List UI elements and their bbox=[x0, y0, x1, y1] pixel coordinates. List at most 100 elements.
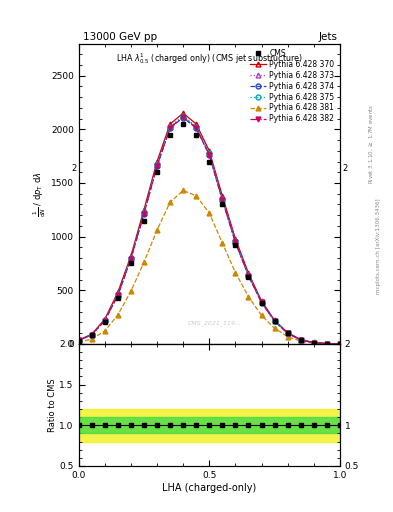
Pythia 6.428 370 bbox=[194, 121, 198, 127]
Pythia 6.428 374 bbox=[181, 115, 185, 121]
Pythia 6.428 375 bbox=[129, 254, 133, 261]
Pythia 6.428 381 bbox=[89, 336, 94, 342]
Pythia 6.428 381 bbox=[181, 187, 185, 194]
Pythia 6.428 373 bbox=[116, 291, 120, 297]
Pythia 6.428 375 bbox=[194, 123, 198, 130]
Line: Pythia 6.428 370: Pythia 6.428 370 bbox=[76, 111, 342, 346]
Text: 13000 GeV pp: 13000 GeV pp bbox=[83, 32, 157, 42]
Pythia 6.428 382 bbox=[116, 292, 120, 298]
Pythia 6.428 373 bbox=[298, 337, 303, 343]
Pythia 6.428 382 bbox=[76, 337, 81, 344]
Pythia 6.428 382 bbox=[298, 337, 303, 343]
Pythia 6.428 370 bbox=[155, 158, 160, 164]
Line: Pythia 6.428 374: Pythia 6.428 374 bbox=[76, 115, 342, 346]
CMS bbox=[181, 121, 185, 127]
Pythia 6.428 374 bbox=[76, 337, 81, 344]
Pythia 6.428 373 bbox=[272, 318, 277, 324]
Pythia 6.428 374 bbox=[155, 163, 160, 169]
Pythia 6.428 374 bbox=[246, 273, 251, 279]
Pythia 6.428 381 bbox=[246, 293, 251, 300]
Pythia 6.428 381 bbox=[325, 340, 329, 347]
Pythia 6.428 375 bbox=[259, 299, 264, 305]
Pythia 6.428 373 bbox=[325, 340, 329, 347]
Pythia 6.428 370 bbox=[129, 253, 133, 259]
Line: Pythia 6.428 375: Pythia 6.428 375 bbox=[76, 114, 342, 346]
Pythia 6.428 381 bbox=[129, 288, 133, 294]
Pythia 6.428 373 bbox=[194, 124, 198, 130]
Pythia 6.428 370 bbox=[181, 110, 185, 116]
Pythia 6.428 370 bbox=[233, 236, 238, 242]
Pythia 6.428 381 bbox=[298, 338, 303, 344]
Pythia 6.428 375 bbox=[338, 341, 342, 347]
Pythia 6.428 375 bbox=[272, 318, 277, 324]
CMS bbox=[259, 300, 264, 306]
CMS bbox=[155, 169, 160, 175]
Pythia 6.428 375 bbox=[103, 317, 107, 323]
Pythia 6.428 373 bbox=[338, 341, 342, 347]
Line: CMS: CMS bbox=[77, 122, 342, 346]
Pythia 6.428 374 bbox=[116, 292, 120, 298]
Pythia 6.428 382 bbox=[325, 340, 329, 347]
Pythia 6.428 374 bbox=[194, 125, 198, 132]
Legend: CMS, Pythia 6.428 370, Pythia 6.428 373, Pythia 6.428 374, Pythia 6.428 375, Pyt: CMS, Pythia 6.428 370, Pythia 6.428 373,… bbox=[248, 47, 336, 125]
Pythia 6.428 375 bbox=[181, 113, 185, 119]
Line: Pythia 6.428 382: Pythia 6.428 382 bbox=[76, 115, 342, 346]
CMS bbox=[141, 218, 146, 224]
Pythia 6.428 374 bbox=[298, 337, 303, 343]
Text: 2: 2 bbox=[342, 164, 347, 173]
X-axis label: LHA (charged-only): LHA (charged-only) bbox=[162, 482, 256, 493]
CMS bbox=[338, 340, 342, 347]
Pythia 6.428 370 bbox=[76, 337, 81, 343]
Pythia 6.428 373 bbox=[181, 113, 185, 119]
Pythia 6.428 375 bbox=[116, 291, 120, 297]
CMS bbox=[116, 295, 120, 301]
Pythia 6.428 375 bbox=[207, 151, 211, 157]
Y-axis label: $\frac{1}{\mathrm{d}N}$ / $\mathrm{d}p_\mathrm{T}$ $\mathrm{d}\lambda$: $\frac{1}{\mathrm{d}N}$ / $\mathrm{d}p_\… bbox=[31, 171, 48, 217]
Pythia 6.428 373 bbox=[285, 330, 290, 336]
Pythia 6.428 381 bbox=[220, 240, 225, 246]
Pythia 6.428 381 bbox=[233, 269, 238, 275]
CMS bbox=[272, 318, 277, 325]
Pythia 6.428 374 bbox=[89, 332, 94, 338]
Pythia 6.428 382 bbox=[233, 239, 238, 245]
Pythia 6.428 373 bbox=[129, 255, 133, 261]
Pythia 6.428 382 bbox=[259, 299, 264, 305]
CMS bbox=[207, 158, 211, 164]
Pythia 6.428 382 bbox=[168, 124, 173, 131]
Pythia 6.428 375 bbox=[233, 238, 238, 244]
Pythia 6.428 381 bbox=[103, 328, 107, 334]
Pythia 6.428 373 bbox=[89, 332, 94, 338]
Pythia 6.428 375 bbox=[285, 330, 290, 336]
Pythia 6.428 375 bbox=[168, 123, 173, 130]
Pythia 6.428 381 bbox=[155, 227, 160, 233]
Pythia 6.428 370 bbox=[338, 341, 342, 347]
Pythia 6.428 375 bbox=[298, 337, 303, 343]
Pythia 6.428 375 bbox=[325, 340, 329, 347]
Pythia 6.428 370 bbox=[103, 316, 107, 322]
CMS bbox=[246, 274, 251, 281]
Pythia 6.428 374 bbox=[129, 256, 133, 262]
Pythia 6.428 370 bbox=[207, 148, 211, 154]
Pythia 6.428 382 bbox=[155, 163, 160, 169]
Pythia 6.428 370 bbox=[220, 193, 225, 199]
Pythia 6.428 375 bbox=[155, 161, 160, 167]
Pythia 6.428 375 bbox=[246, 272, 251, 278]
Pythia 6.428 382 bbox=[194, 124, 198, 131]
Pythia 6.428 382 bbox=[129, 255, 133, 262]
CMS bbox=[76, 337, 81, 344]
Text: LHA $\lambda^{1}_{0.5}$ (charged only) (CMS jet substructure): LHA $\lambda^{1}_{0.5}$ (charged only) (… bbox=[116, 51, 303, 66]
Text: Jets: Jets bbox=[319, 32, 338, 42]
Pythia 6.428 381 bbox=[285, 333, 290, 339]
Pythia 6.428 375 bbox=[220, 196, 225, 202]
Line: Pythia 6.428 373: Pythia 6.428 373 bbox=[76, 114, 342, 346]
CMS bbox=[89, 332, 94, 338]
Pythia 6.428 374 bbox=[259, 300, 264, 306]
Pythia 6.428 374 bbox=[103, 318, 107, 324]
Pythia 6.428 381 bbox=[259, 312, 264, 318]
Pythia 6.428 381 bbox=[76, 339, 81, 346]
Pythia 6.428 370 bbox=[168, 121, 173, 127]
Pythia 6.428 381 bbox=[207, 210, 211, 216]
Pythia 6.428 382 bbox=[311, 339, 316, 346]
CMS bbox=[285, 330, 290, 336]
Line: Pythia 6.428 381: Pythia 6.428 381 bbox=[76, 188, 342, 346]
